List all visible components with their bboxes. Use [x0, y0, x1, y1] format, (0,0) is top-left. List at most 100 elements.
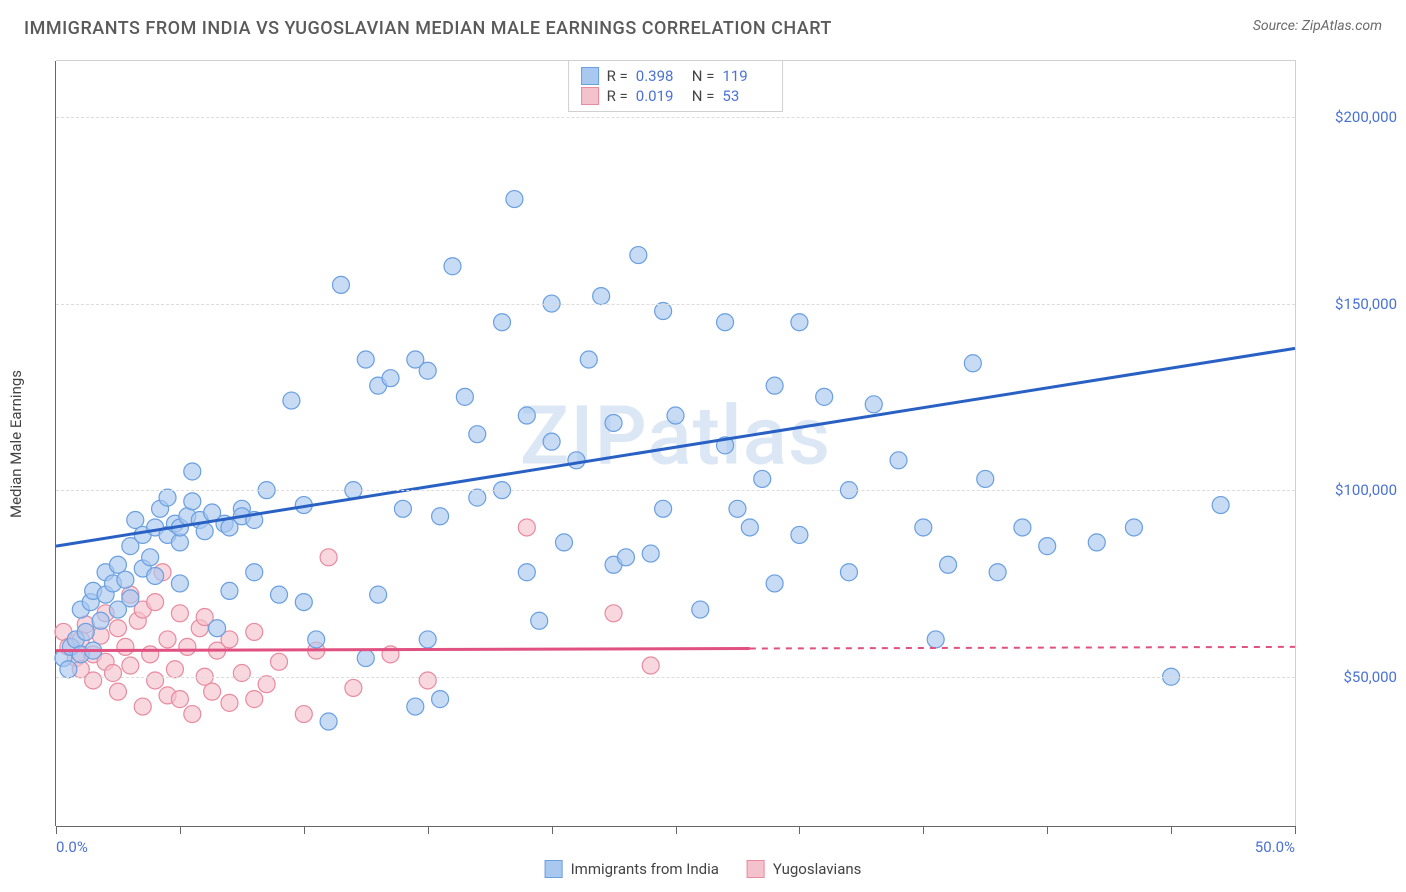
data-point [382, 370, 399, 387]
stat-r-value: 0.019 [636, 87, 684, 105]
data-point [989, 564, 1006, 581]
data-point [159, 489, 176, 506]
data-point [308, 631, 325, 648]
data-point [642, 657, 659, 674]
stat-r-value: 0.398 [636, 67, 684, 85]
data-point [642, 545, 659, 562]
legend-item: Yugoslavians [747, 860, 862, 878]
y-tick-label: $200,000 [1301, 108, 1397, 126]
y-tick-label: $50,000 [1301, 668, 1397, 686]
x-tick-label: 0.0% [56, 838, 88, 856]
data-point [246, 623, 263, 640]
gridline [56, 490, 1295, 491]
stats-legend-box: R = 0.398N = 119R = 0.019N = 53 [568, 60, 784, 112]
data-point [630, 247, 647, 264]
data-point [77, 623, 94, 640]
x-tick [1047, 826, 1048, 834]
data-point [655, 500, 672, 517]
stat-n-label: N = [692, 67, 715, 85]
data-point [506, 191, 523, 208]
data-point [791, 526, 808, 543]
data-point [791, 314, 808, 331]
data-point [940, 556, 957, 573]
data-point [179, 638, 196, 655]
chart-source: Source: ZipAtlas.com [1253, 18, 1382, 34]
gridline [56, 304, 1295, 305]
data-point [667, 407, 684, 424]
data-point [419, 672, 436, 689]
data-point [142, 549, 159, 566]
data-point [865, 396, 882, 413]
legend-swatch [581, 67, 599, 85]
data-point [357, 650, 374, 667]
data-point [605, 414, 622, 431]
data-point [283, 392, 300, 409]
x-tick [1171, 826, 1172, 834]
data-point [92, 612, 109, 629]
y-tick-label: $150,000 [1301, 295, 1397, 313]
stat-r-label: R = [607, 67, 628, 85]
data-point [184, 706, 201, 723]
data-point [60, 661, 77, 678]
data-point [754, 470, 771, 487]
data-point [568, 452, 585, 469]
data-point [258, 676, 275, 693]
data-point [117, 638, 134, 655]
data-point [444, 258, 461, 275]
data-point [196, 523, 213, 540]
data-point [494, 314, 511, 331]
data-point [117, 571, 134, 588]
data-point [580, 351, 597, 368]
data-point [890, 452, 907, 469]
stat-n-label: N = [692, 87, 715, 105]
legend-swatch [581, 87, 599, 105]
data-point [109, 683, 126, 700]
data-point [370, 586, 387, 603]
stat-r-label: R = [607, 87, 628, 105]
data-point [964, 355, 981, 372]
x-tick [799, 826, 800, 834]
stat-n-value: 119 [722, 67, 770, 85]
x-tick-label: 50.0% [1255, 838, 1295, 856]
data-point [1039, 538, 1056, 555]
data-point [159, 631, 176, 648]
x-tick [180, 826, 181, 834]
data-point [518, 519, 535, 536]
x-tick [56, 826, 57, 834]
legend-label: Immigrants from India [571, 860, 719, 878]
data-point [1088, 534, 1105, 551]
gridline [56, 117, 1295, 118]
data-point [320, 549, 337, 566]
data-point [555, 534, 572, 551]
data-point [593, 288, 610, 305]
data-point [840, 564, 857, 581]
data-point [122, 657, 139, 674]
data-point [469, 489, 486, 506]
gridline [56, 677, 1295, 678]
chart-svg [56, 61, 1295, 826]
x-tick [1295, 826, 1296, 834]
x-tick [428, 826, 429, 834]
data-point [432, 508, 449, 525]
data-point [741, 519, 758, 536]
data-point [977, 470, 994, 487]
data-point [166, 661, 183, 678]
data-point [518, 407, 535, 424]
data-point [221, 694, 238, 711]
data-point [692, 601, 709, 618]
data-point [605, 605, 622, 622]
data-point [109, 620, 126, 637]
data-point [332, 276, 349, 293]
data-point [104, 665, 121, 682]
data-point [147, 672, 164, 689]
data-point [320, 713, 337, 730]
data-point [1212, 497, 1229, 514]
data-point [147, 594, 164, 611]
data-point [209, 620, 226, 637]
data-point [184, 493, 201, 510]
legend-swatch [747, 860, 765, 878]
legend-swatch [545, 860, 563, 878]
data-point [271, 586, 288, 603]
chart-plot-area: Median Male Earnings ZIPatlas R = 0.398N… [56, 60, 1296, 826]
data-point [142, 646, 159, 663]
